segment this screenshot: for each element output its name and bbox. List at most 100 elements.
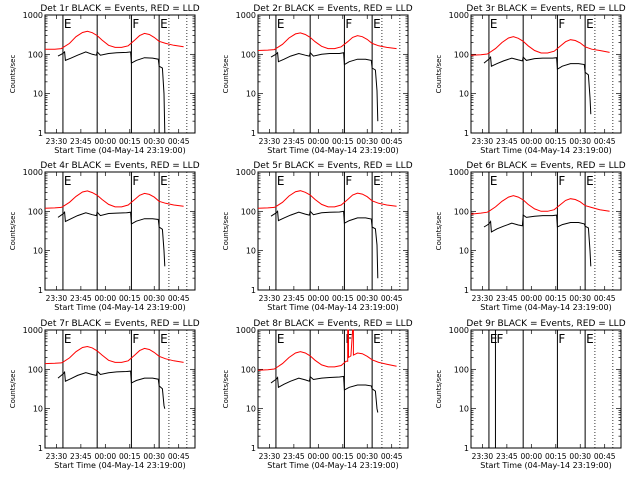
x-tick-label: 00:15 <box>119 137 141 146</box>
x-tick-label: 23:45 <box>496 137 518 146</box>
x-tick-label: 23:45 <box>496 452 518 461</box>
x-tick-label: 23:45 <box>70 137 92 146</box>
x-tick-label: 23:30 <box>46 452 68 461</box>
lld-series-line <box>44 345 184 365</box>
y-tick-label: 1 <box>464 129 469 138</box>
events-series-line <box>57 370 166 409</box>
y-axis-label: Counts/sec <box>435 212 443 251</box>
event-marker-e: E <box>586 174 594 188</box>
event-marker-f: F <box>558 174 565 188</box>
y-tick-label: 1000 <box>23 326 43 335</box>
y-tick-label: 100 <box>241 50 256 59</box>
event-marker-e: E <box>277 17 285 31</box>
x-tick-label: 00:15 <box>119 294 141 303</box>
y-axis-label: Counts/sec <box>222 55 230 94</box>
axes-frame <box>257 171 409 291</box>
x-tick-label: 00:15 <box>545 452 567 461</box>
x-tick-label: 00:45 <box>594 137 616 146</box>
x-tick-label: 00:45 <box>381 452 403 461</box>
lld-series-line <box>44 190 184 209</box>
event-marker-e: E <box>490 17 498 31</box>
y-tick-label: 10 <box>459 90 469 99</box>
y-axis-label: Counts/sec <box>435 55 443 94</box>
x-tick-label: 00:00 <box>95 294 117 303</box>
panel-det-9: Det 9r BLACK = Events, RED = LLD 1 10 100 10… <box>435 319 626 470</box>
lld-series-line <box>257 329 397 371</box>
y-tick-label: 1000 <box>449 326 469 335</box>
y-tick-label: 10 <box>459 247 469 256</box>
x-tick-label: 00:15 <box>332 294 354 303</box>
panel-title: Det 6r BLACK = Events, RED = LLD <box>466 161 625 171</box>
y-tick-label: 1 <box>38 444 43 453</box>
x-tick-label: 00:45 <box>168 294 190 303</box>
y-axis-label: Counts/sec <box>435 370 443 409</box>
lld-series-line <box>470 195 610 215</box>
panel-title: Det 3r BLACK = Events, RED = LLD <box>466 4 625 14</box>
x-tick-label: 00:30 <box>569 452 591 461</box>
y-tick-label: 10 <box>459 405 469 414</box>
y-tick-label: 1000 <box>236 168 256 177</box>
x-tick-label: 23:30 <box>472 452 494 461</box>
y-tick-label: 1 <box>464 444 469 453</box>
x-tick-label: 00:00 <box>521 452 543 461</box>
event-marker-e: E <box>64 174 72 188</box>
x-axis-label: Start Time (04-May-14 23:19:00) <box>480 461 611 470</box>
y-tick-label: 10 <box>246 247 256 256</box>
y-tick-label: 100 <box>454 50 469 59</box>
event-marker-f: F <box>496 332 503 346</box>
x-tick-label: 00:30 <box>143 452 165 461</box>
panel-det-6: Det 6r BLACK = Events, RED = LLD 1 10 100 10… <box>435 161 626 312</box>
x-tick-label: 23:30 <box>259 452 281 461</box>
x-tick-label: 23:30 <box>46 294 68 303</box>
panel-title: Det 4r BLACK = Events, RED = LLD <box>40 161 199 171</box>
y-tick-label: 100 <box>28 50 43 59</box>
y-axis-label: Counts/sec <box>222 370 230 409</box>
events-series-line <box>483 55 592 115</box>
x-tick-label: 00:30 <box>356 137 378 146</box>
x-axis-label: Start Time (04-May-14 23:19:00) <box>267 461 398 470</box>
axes-frame <box>470 329 622 449</box>
events-series-line <box>483 214 592 267</box>
event-marker-e: E <box>373 17 381 31</box>
lld-series-line <box>45 30 184 50</box>
y-axis-label: Counts/sec <box>9 370 17 409</box>
x-tick-label: 23:45 <box>496 294 518 303</box>
x-tick-label: 00:30 <box>143 294 165 303</box>
event-marker-f: F <box>558 17 565 31</box>
events-series-line <box>57 211 166 267</box>
event-marker-e: E <box>160 332 168 346</box>
x-tick-label: 23:30 <box>472 294 494 303</box>
event-marker-f: F <box>558 332 565 346</box>
x-tick-label: 23:30 <box>259 137 281 146</box>
y-tick-label: 1 <box>251 129 256 138</box>
x-tick-label: 00:45 <box>594 294 616 303</box>
y-tick-label: 1 <box>464 286 469 295</box>
x-tick-label: 00:15 <box>332 452 354 461</box>
x-tick-label: 00:45 <box>594 452 616 461</box>
panel-det-2: Det 2r BLACK = Events, RED = LLD 1 10 100 10… <box>222 4 413 155</box>
x-tick-label: 00:30 <box>356 294 378 303</box>
x-tick-label: 00:30 <box>356 452 378 461</box>
x-tick-label: 23:45 <box>70 294 92 303</box>
y-tick-label: 10 <box>33 405 43 414</box>
x-tick-label: 00:45 <box>381 137 403 146</box>
panel-det-1: Det 1r BLACK = Events, RED = LLD 1 10 100 10… <box>9 4 200 155</box>
event-marker-e: E <box>277 174 285 188</box>
x-tick-label: 00:15 <box>545 137 567 146</box>
x-tick-label: 00:45 <box>168 452 190 461</box>
y-tick-label: 1 <box>251 444 256 453</box>
axes-frame <box>44 329 196 449</box>
lld-series-line <box>257 32 397 51</box>
x-tick-label: 00:15 <box>545 294 567 303</box>
x-axis-label: Start Time (04-May-14 23:19:00) <box>54 146 185 155</box>
event-marker-e: E <box>490 332 498 346</box>
y-tick-label: 100 <box>28 207 43 216</box>
panel-title: Det 9r BLACK = Events, RED = LLD <box>466 319 625 329</box>
event-marker-f: F <box>132 174 139 188</box>
axes-frame <box>44 171 196 291</box>
y-tick-label: 10 <box>246 405 256 414</box>
x-axis-label: Start Time (04-May-14 23:19:00) <box>480 303 611 312</box>
lld-series-line <box>470 36 610 56</box>
axes-frame <box>257 14 409 134</box>
y-tick-label: 10 <box>33 247 43 256</box>
